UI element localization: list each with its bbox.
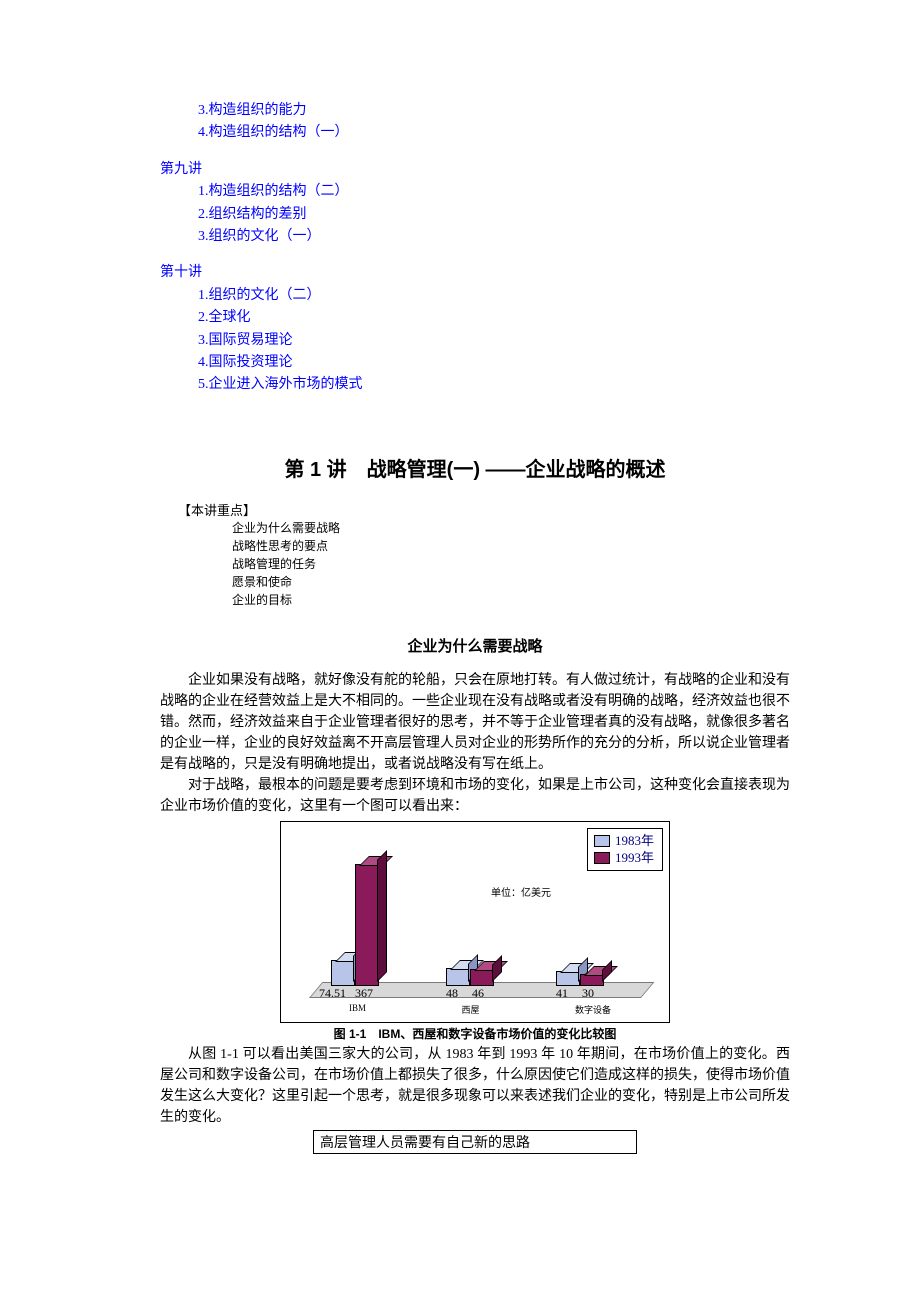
body-paragraph: 对于战略，最根本的问题是要考虑到环境和市场的变化，如果是上市公司，这种变化会直接… <box>160 775 790 817</box>
keypoint-item: 企业为什么需要战略 <box>232 519 790 537</box>
toc-item[interactable]: 3.组织的文化（一） <box>198 226 790 248</box>
keypoint-item: 企业的目标 <box>232 591 790 609</box>
chart-container: 1983年 1993年 单位：亿美元 74.51 367 <box>280 821 670 1042</box>
bar-top <box>359 856 393 866</box>
chart-x-axis: IBM 西屋 数字设备 <box>321 1003 639 1016</box>
section-subheading: 企业为什么需要战略 <box>160 635 790 656</box>
toc-item[interactable]: 2.全球化 <box>198 307 790 329</box>
bar-value-label: 48 <box>446 986 458 1001</box>
document-page: 3.构造组织的能力 4.构造组织的结构（一） 第九讲 1.构造组织的结构（二） … <box>0 0 920 1214</box>
keypoints-list: 企业为什么需要战略 战略性思考的要点 战略管理的任务 愿景和使命 企业的目标 <box>232 519 790 609</box>
bar-value-label: 74.51 <box>319 986 346 1001</box>
legend-item: 1983年 <box>594 833 654 850</box>
keypoint-item: 战略管理的任务 <box>232 555 790 573</box>
toc-item[interactable]: 1.构造组织的结构（二） <box>198 181 790 203</box>
toc-section-items: 1.构造组织的结构（二） 2.组织结构的差别 3.组织的文化（一） <box>160 181 790 248</box>
bar-front <box>331 960 355 986</box>
bar-front <box>355 864 379 986</box>
toc-section-header[interactable]: 第九讲 <box>160 159 790 181</box>
body-paragraph: 从图 1-1 可以看出美国三家大的公司，从 1983 年到 1993 年 10 … <box>160 1044 790 1128</box>
x-axis-label: IBM <box>349 1003 366 1016</box>
toc-section-items: 1.组织的文化（二） 2.全球化 3.国际贸易理论 4.国际投资理论 5.企业进… <box>160 285 790 397</box>
keypoint-item: 战略性思考的要点 <box>232 537 790 555</box>
bar-value-label: 46 <box>472 986 484 1001</box>
toc-item[interactable]: 3.构造组织的能力 <box>198 100 790 122</box>
body-paragraph: 企业如果没有战略，就好像没有舵的轮船，只会在原地打转。有人做过统计，有战略的企业… <box>160 670 790 775</box>
toc-item[interactable]: 4.国际投资理论 <box>198 352 790 374</box>
toc-item[interactable]: 5.企业进入海外市场的模式 <box>198 374 790 396</box>
toc-item[interactable]: 4.构造组织的结构（一） <box>198 122 790 144</box>
keypoints-label: 【本讲重点】 <box>178 500 790 519</box>
bar-front <box>470 969 494 986</box>
legend-label: 1983年 <box>615 833 654 850</box>
x-axis-label: 数字设备 <box>575 1003 611 1016</box>
legend-swatch <box>594 835 610 847</box>
chart-bars: 74.51 367 <box>331 856 631 986</box>
note-box: 高层管理人员需要有自己新的思路 <box>313 1130 637 1154</box>
keypoint-item: 愿景和使命 <box>232 573 790 591</box>
bar-chart: 1983年 1993年 单位：亿美元 74.51 367 <box>280 821 670 1023</box>
bar-side <box>602 960 612 982</box>
bar-side <box>377 850 387 982</box>
bar-value-label: 41 <box>556 986 568 1001</box>
bar-value-label: 367 <box>355 986 373 1001</box>
toc-pre-items: 3.构造组织的能力 4.构造组织的结构（一） <box>160 100 790 145</box>
bar-side <box>492 955 502 982</box>
bar-front <box>446 968 470 986</box>
toc-section-header[interactable]: 第十讲 <box>160 262 790 284</box>
toc-item[interactable]: 1.组织的文化（二） <box>198 285 790 307</box>
bar-value-label: 30 <box>582 986 594 1001</box>
chart-caption: 图 1-1 IBM、西屋和数字设备市场价值的变化比较图 <box>280 1025 670 1042</box>
toc-item[interactable]: 3.国际贸易理论 <box>198 330 790 352</box>
chapter-heading: 第 1 讲 战略管理(一) ——企业战略的概述 <box>160 453 790 482</box>
x-axis-label: 西屋 <box>461 1003 479 1016</box>
toc-item[interactable]: 2.组织结构的差别 <box>198 204 790 226</box>
